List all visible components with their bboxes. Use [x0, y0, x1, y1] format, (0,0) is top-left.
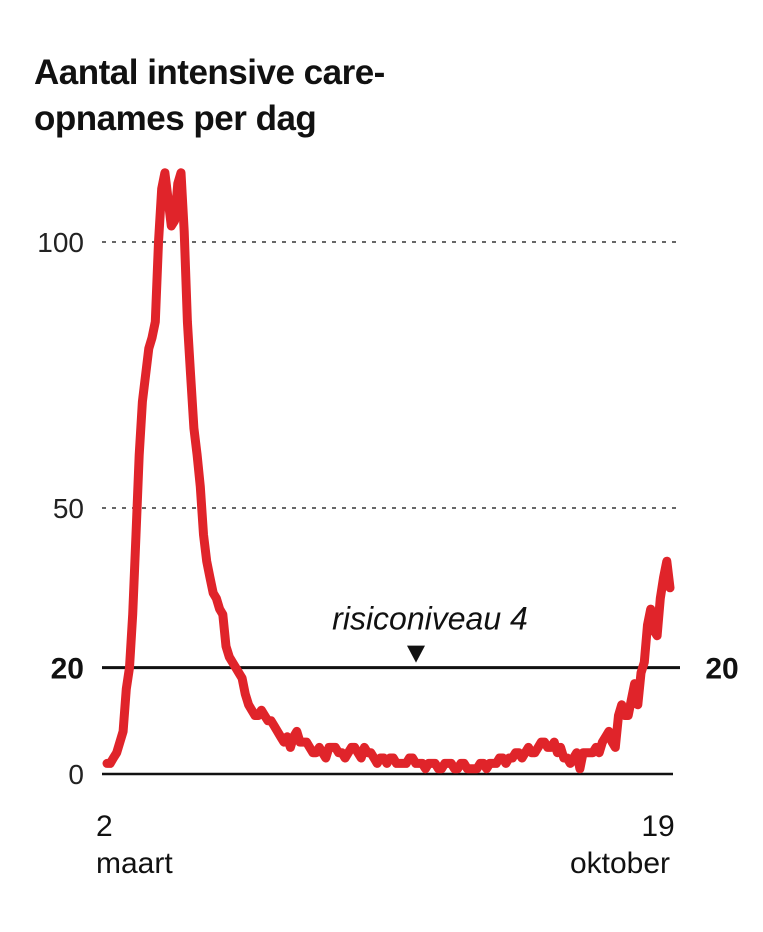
y-tick-label-50: 50: [53, 493, 84, 524]
y-tick-label-0: 0: [68, 759, 84, 790]
y-tick-label-100: 100: [37, 227, 84, 258]
reference-label-right: 20: [705, 653, 738, 686]
gridlines: [102, 241, 680, 509]
reference-label-left: 20: [51, 653, 84, 686]
x-start-label-day: 2: [96, 810, 113, 843]
reference-annotation: risiconiveau 4: [332, 601, 528, 637]
chart-title-line-1: Aantal intensive care-: [34, 53, 385, 92]
y-axis-ticks: 0 50 100: [37, 227, 84, 790]
annotation-arrow: [407, 645, 425, 663]
chart-title-line-2: opnames per dag: [34, 99, 317, 138]
x-end-label-day: 19: [641, 810, 674, 843]
chart-title: Aantal intensive care- opnames per dag: [34, 50, 734, 142]
series-line: [102, 168, 675, 774]
x-end-label-month: oktober: [570, 847, 670, 880]
x-start-label-month: maart: [96, 847, 173, 880]
